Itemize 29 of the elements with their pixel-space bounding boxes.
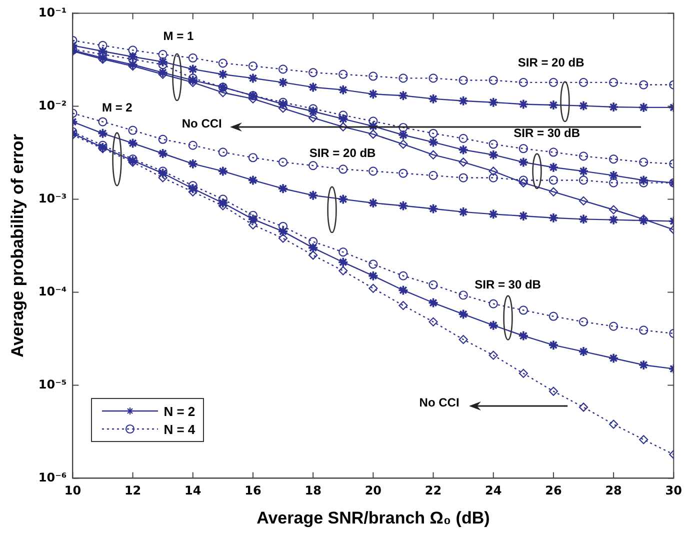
y-tick-label: 10⁻¹ bbox=[38, 5, 67, 20]
x-tick-label: 26 bbox=[545, 484, 562, 498]
annotation: SIR = 30 dB bbox=[514, 126, 580, 140]
y-tick-label: 10⁻³ bbox=[38, 191, 67, 206]
annotation: SIR = 20 dB bbox=[518, 55, 585, 70]
annotation: SIR = 30 dB bbox=[474, 278, 542, 292]
annotation: SIR = 20 dB bbox=[309, 146, 376, 160]
x-tick-label: 22 bbox=[424, 484, 442, 498]
x-tick-label: 10 bbox=[64, 484, 82, 498]
annotation: No CCI bbox=[182, 116, 222, 131]
x-tick-label: 14 bbox=[184, 484, 202, 498]
x-tick-label: 24 bbox=[485, 484, 502, 498]
x-tick-label: 28 bbox=[605, 484, 622, 498]
y-tick-label: 10⁻⁴ bbox=[38, 284, 67, 298]
annotation: M = 2 bbox=[102, 100, 133, 114]
x-tick-label: 18 bbox=[304, 484, 322, 498]
annotation: No CCI bbox=[419, 396, 460, 410]
x-tick-label: 16 bbox=[244, 484, 262, 498]
y-tick-label: 10⁻² bbox=[38, 98, 67, 112]
x-tick-label: 30 bbox=[665, 484, 682, 498]
annotation: M = 1 bbox=[163, 28, 194, 43]
x-axis-title: Average SNR/branch Ω₀ (dB) bbox=[256, 508, 490, 528]
x-tick-label: 20 bbox=[364, 484, 382, 498]
y-tick-label: 10⁻⁶ bbox=[38, 470, 67, 484]
legend-label: N = 2 bbox=[164, 404, 196, 419]
y-tick-label: 10⁻⁵ bbox=[38, 377, 67, 392]
y-axis-title: Average probability of error bbox=[8, 134, 27, 358]
x-tick-label: 12 bbox=[124, 484, 142, 498]
legend-label: N = 4 bbox=[164, 422, 196, 437]
